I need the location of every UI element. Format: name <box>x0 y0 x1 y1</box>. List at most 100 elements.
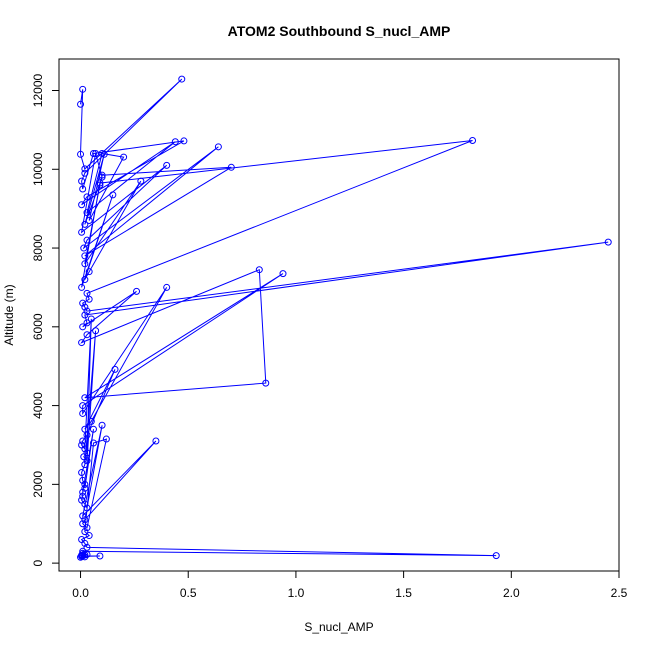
data-point <box>83 289 91 297</box>
data-point <box>100 150 108 158</box>
data-point <box>79 488 87 496</box>
data-point <box>83 431 91 439</box>
x-tick-label: 0.0 <box>72 586 89 600</box>
data-point <box>255 266 263 274</box>
data-point <box>98 421 106 429</box>
data-point <box>111 365 119 373</box>
data-point <box>81 516 89 524</box>
data-point <box>81 165 89 173</box>
data-point <box>85 216 93 224</box>
data-point <box>87 315 95 323</box>
data-point <box>81 425 89 433</box>
data-point <box>163 283 171 291</box>
x-tick-label: 0.5 <box>180 586 197 600</box>
data-point <box>79 323 87 331</box>
data-point <box>77 553 85 561</box>
data-point <box>81 169 89 177</box>
data-point <box>96 179 104 187</box>
data-point <box>133 287 141 295</box>
y-tick-label: 4000 <box>31 392 45 419</box>
data-point <box>81 445 89 453</box>
data-point <box>227 163 235 171</box>
data-point <box>492 552 500 560</box>
data-point <box>96 181 104 189</box>
data-point <box>81 303 89 311</box>
data-point <box>79 402 87 410</box>
data-point <box>83 319 91 327</box>
x-tick-label: 1.5 <box>395 586 412 600</box>
series-line <box>79 78 609 558</box>
data-point <box>81 480 89 488</box>
data-point <box>96 552 104 560</box>
data-point <box>81 539 89 547</box>
data-point <box>79 299 87 307</box>
data-point <box>77 150 85 158</box>
data-point <box>120 153 128 161</box>
data-point <box>137 177 145 185</box>
data-point <box>79 551 87 559</box>
data-point <box>79 409 87 417</box>
x-tick-label: 2.5 <box>611 586 628 600</box>
y-tick-label: 2000 <box>31 471 45 498</box>
x-axis: 0.0 0.5 1.0 1.5 2.0 2.5 <box>72 570 628 600</box>
data-point <box>89 150 97 158</box>
data-point <box>85 268 93 276</box>
data-point <box>279 270 287 278</box>
data-point <box>79 520 87 528</box>
x-axis-label: S_nucl_AMP <box>304 620 373 634</box>
data-point <box>83 307 91 315</box>
data-point <box>79 512 87 520</box>
data-point <box>81 394 89 402</box>
data-point <box>89 425 97 433</box>
data-point <box>81 311 89 319</box>
data-point <box>83 331 91 339</box>
data-point <box>81 276 89 284</box>
data-point <box>81 528 89 536</box>
data-point <box>262 379 270 387</box>
y-tick-label: 6000 <box>31 313 45 340</box>
data-point <box>77 100 85 108</box>
data-point <box>80 244 88 252</box>
data-point <box>78 552 86 560</box>
plot-frame <box>58 58 620 572</box>
series-layer <box>77 75 612 561</box>
data-point <box>83 524 91 532</box>
y-tick-label: 12000 <box>31 73 45 107</box>
data-point <box>102 435 110 443</box>
data-point <box>78 339 86 347</box>
data-point <box>469 137 477 145</box>
data-point <box>78 283 86 291</box>
data-point <box>78 228 86 236</box>
data-point <box>178 75 186 83</box>
data-point <box>79 492 87 500</box>
data-point <box>79 85 87 93</box>
data-point <box>85 532 93 540</box>
y-axis-label: Altitude (m) <box>2 284 16 345</box>
data-point <box>109 191 117 199</box>
x-tick-label: 2.0 <box>503 586 520 600</box>
data-point <box>92 150 100 158</box>
data-point <box>81 484 89 492</box>
data-point <box>81 461 89 469</box>
data-point <box>83 504 91 512</box>
data-point <box>79 185 87 193</box>
data-point <box>83 457 91 465</box>
data-point <box>81 553 89 561</box>
data-point <box>152 437 160 445</box>
data-point <box>180 137 188 145</box>
data-point <box>83 543 91 551</box>
data-point <box>78 201 86 209</box>
data-point <box>79 476 87 484</box>
data-point <box>78 469 86 477</box>
data-point <box>78 177 86 185</box>
data-point <box>85 295 93 303</box>
data-point <box>92 327 100 335</box>
data-point <box>81 220 89 228</box>
data-point <box>81 500 89 508</box>
y-axis: 0 2000 4000 6000 8000 10000 12000 <box>31 73 60 566</box>
data-point <box>163 161 171 169</box>
y-tick-label: 8000 <box>31 234 45 261</box>
data-point <box>171 138 179 146</box>
